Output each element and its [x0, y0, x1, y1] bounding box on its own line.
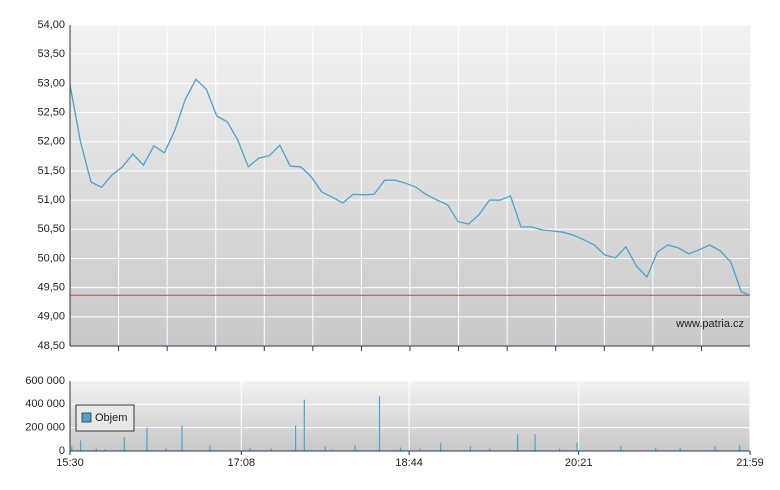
volume-bar	[79, 440, 82, 451]
volume-bar	[165, 448, 167, 451]
x-tick-label: 15:30	[56, 457, 84, 469]
watermark: www.patria.cz	[675, 318, 744, 330]
volume-bar	[331, 449, 333, 451]
volume-bar	[354, 445, 356, 451]
volume-bar	[95, 448, 97, 451]
y-tick-label: 50,00	[37, 252, 65, 264]
y-tick-label: 200 000	[25, 422, 65, 434]
volume-bar	[655, 448, 657, 451]
x-tick-label: 20:21	[565, 457, 593, 469]
y-tick-label: 51,50	[37, 165, 65, 177]
legend-swatch	[81, 412, 92, 423]
x-tick-label: 17:08	[228, 457, 256, 469]
volume-plot-area	[70, 381, 750, 451]
y-tick-label: 400 000	[25, 398, 65, 410]
volume-bar	[419, 448, 421, 451]
y-tick-label: 0	[59, 445, 65, 457]
y-tick-label: 52,00	[37, 136, 65, 148]
volume-bar	[517, 434, 519, 451]
y-tick-label: 53,50	[37, 48, 65, 60]
volume-bar	[440, 442, 442, 451]
volume-bar	[558, 448, 561, 451]
volume-bar	[181, 425, 183, 451]
volume-bar	[324, 446, 326, 451]
volume-bar	[620, 446, 622, 451]
volume-bar	[489, 448, 491, 451]
volume-bar	[469, 446, 472, 451]
volume-bar	[303, 399, 305, 451]
volume-bar	[576, 442, 578, 451]
legend-label: Objem	[95, 412, 127, 424]
volume-bar	[534, 434, 536, 451]
volume-bar	[378, 396, 381, 451]
price-line	[69, 78, 751, 296]
volume-bar	[146, 427, 148, 451]
volume-bar	[295, 425, 297, 451]
volume-bar	[399, 447, 402, 451]
volume-bar	[739, 445, 741, 451]
volume-bar	[270, 448, 272, 451]
volume-bar	[123, 437, 125, 451]
y-tick-label: 54,00	[37, 19, 65, 31]
x-tick-label: 18:44	[395, 457, 423, 469]
y-tick-label: 600 000	[25, 375, 65, 387]
y-tick-label: 48,50	[37, 340, 65, 352]
y-tick-label: 53,00	[37, 77, 65, 89]
volume-bar	[209, 445, 211, 451]
volume-bar	[714, 446, 716, 451]
y-tick-label: 49,50	[37, 282, 65, 294]
y-tick-label: 50,50	[37, 223, 65, 235]
volume-bar	[679, 447, 681, 451]
volume-bar	[249, 447, 251, 451]
y-tick-label: 52,50	[37, 106, 65, 118]
volume-bar	[71, 446, 73, 451]
volume-bar	[104, 449, 106, 451]
y-tick-label: 49,00	[37, 311, 65, 323]
y-tick-label: 51,00	[37, 194, 65, 206]
x-tick-label: 21:59	[736, 457, 764, 469]
